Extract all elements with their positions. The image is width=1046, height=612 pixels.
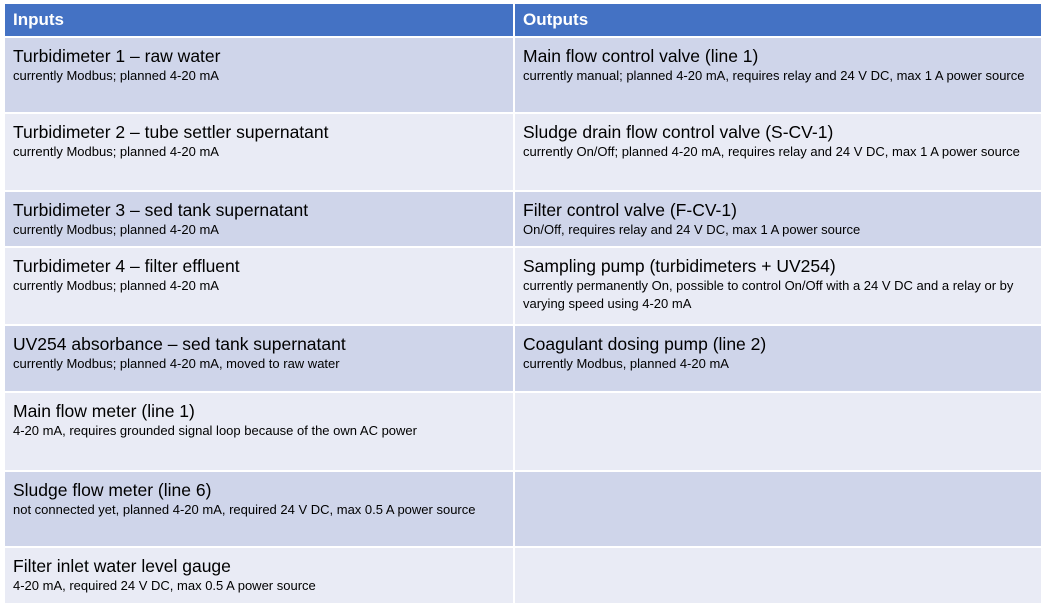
table-row: Filter inlet water level gauge 4-20 mA, … [5, 546, 1041, 603]
input-title: Turbidimeter 1 – raw water [13, 46, 221, 66]
output-cell: Main flow control valve (line 1) current… [514, 36, 1041, 113]
table-row: Turbidimeter 1 – raw water currently Mod… [5, 36, 1041, 113]
input-cell: Turbidimeter 1 – raw water currently Mod… [5, 36, 515, 113]
input-cell: UV254 absorbance – sed tank supernatant … [5, 324, 515, 392]
input-title: Turbidimeter 3 – sed tank supernatant [13, 200, 309, 220]
output-detail: On/Off, requires relay and 24 V DC, max … [523, 222, 861, 237]
input-cell: Main flow meter (line 1) 4-20 mA, requir… [5, 391, 515, 471]
table-row: Sludge flow meter (line 6) not connected… [5, 470, 1041, 547]
output-title: Sludge drain flow control valve (S-CV-1) [523, 122, 834, 142]
table-row: Turbidimeter 4 – filter effluent current… [5, 246, 1041, 325]
input-cell: Turbidimeter 2 – tube settler supernatan… [5, 112, 515, 191]
io-table-container: Inputs Outputs Turbidimeter 1 – raw wate… [5, 4, 1041, 603]
input-detail: currently Modbus; planned 4-20 mA [13, 222, 219, 237]
output-cell [514, 546, 1041, 603]
output-cell: Sampling pump (turbidimeters + UV254) cu… [514, 246, 1041, 325]
output-detail: currently permanently On, possible to co… [523, 278, 1014, 311]
table-row: Turbidimeter 2 – tube settler supernatan… [5, 112, 1041, 191]
input-title: UV254 absorbance – sed tank supernatant [13, 334, 346, 354]
io-table: Inputs Outputs Turbidimeter 1 – raw wate… [5, 4, 1041, 603]
input-title: Filter inlet water level gauge [13, 556, 231, 576]
input-title: Sludge flow meter (line 6) [13, 480, 212, 500]
table-row: UV254 absorbance – sed tank supernatant … [5, 324, 1041, 392]
input-cell: Turbidimeter 4 – filter effluent current… [5, 246, 515, 325]
input-detail: 4-20 mA, requires grounded signal loop b… [13, 423, 417, 438]
output-title: Coagulant dosing pump (line 2) [523, 334, 767, 354]
output-title: Main flow control valve (line 1) [523, 46, 759, 66]
input-detail: currently Modbus; planned 4-20 mA [13, 68, 219, 83]
output-title: Sampling pump (turbidimeters + UV254) [523, 256, 836, 276]
output-cell: Coagulant dosing pump (line 2) currently… [514, 324, 1041, 392]
input-detail: 4-20 mA, required 24 V DC, max 0.5 A pow… [13, 578, 316, 593]
output-cell [514, 470, 1041, 547]
output-detail: currently manual; planned 4-20 mA, requi… [523, 68, 1025, 83]
input-cell: Filter inlet water level gauge 4-20 mA, … [5, 546, 515, 603]
output-cell: Sludge drain flow control valve (S-CV-1)… [514, 112, 1041, 191]
output-cell [514, 391, 1041, 471]
input-cell: Sludge flow meter (line 6) not connected… [5, 470, 515, 547]
input-detail: currently Modbus; planned 4-20 mA [13, 278, 219, 293]
input-detail: currently Modbus; planned 4-20 mA [13, 144, 219, 159]
input-cell: Turbidimeter 3 – sed tank supernatant cu… [5, 190, 515, 247]
inputs-header: Inputs [5, 4, 515, 37]
outputs-header: Outputs [514, 4, 1041, 37]
input-detail: not connected yet, planned 4-20 mA, requ… [13, 502, 476, 517]
output-detail: currently Modbus, planned 4-20 mA [523, 356, 729, 371]
header-row: Inputs Outputs [5, 4, 1041, 37]
input-detail: currently Modbus; planned 4-20 mA, moved… [13, 356, 340, 371]
output-title: Filter control valve (F-CV-1) [523, 200, 737, 220]
table-row: Main flow meter (line 1) 4-20 mA, requir… [5, 391, 1041, 471]
output-detail: currently On/Off; planned 4-20 mA, requi… [523, 144, 1020, 159]
input-title: Main flow meter (line 1) [13, 401, 195, 421]
table-row: Turbidimeter 3 – sed tank supernatant cu… [5, 190, 1041, 247]
output-cell: Filter control valve (F-CV-1) On/Off, re… [514, 190, 1041, 247]
input-title: Turbidimeter 4 – filter effluent [13, 256, 240, 276]
input-title: Turbidimeter 2 – tube settler supernatan… [13, 122, 329, 142]
